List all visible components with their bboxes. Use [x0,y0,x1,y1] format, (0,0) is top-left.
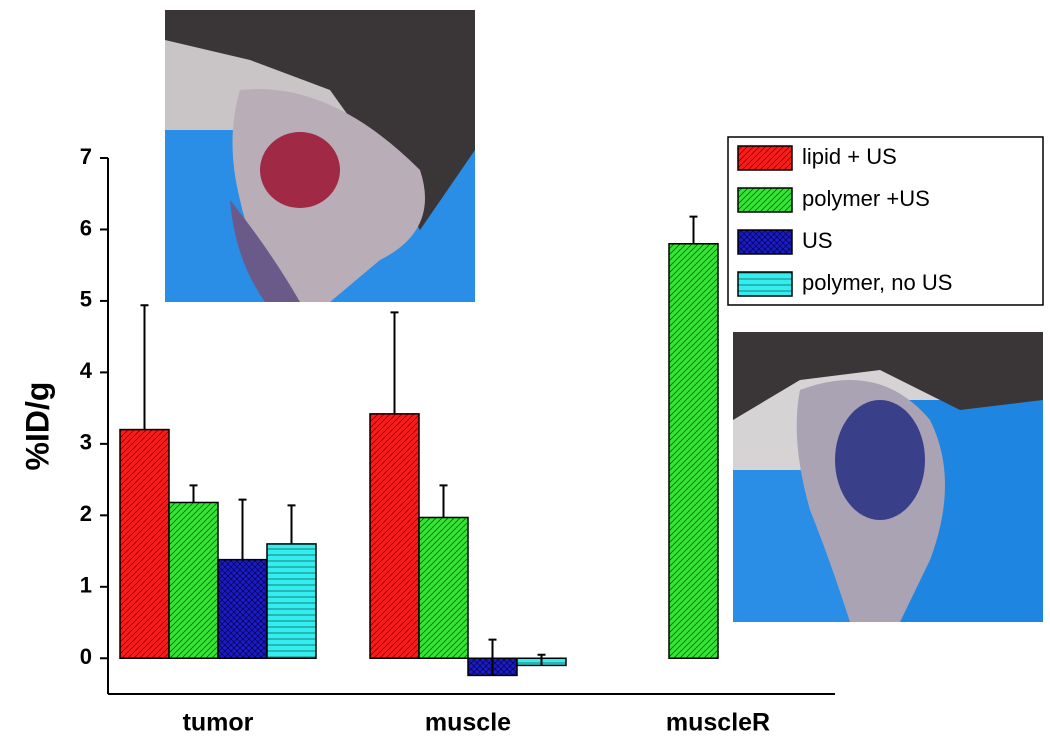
error-bar [238,498,247,560]
error-bar [287,504,296,544]
x-tick-label: muscleR [666,709,770,737]
y-tick-label: 6 [80,215,92,240]
x-tick-label: tumor [183,709,254,737]
error-bar [488,638,497,676]
x-tick-label: muscle [425,709,511,737]
y-tick-label: 0 [80,644,92,669]
error-bar [140,304,149,430]
legend-swatch [737,187,793,213]
error-bar [689,215,698,244]
bar [168,501,219,660]
bar [418,516,469,660]
y-tick-label: 5 [80,287,92,312]
error-bar [390,311,399,414]
y-axis-label: %ID/g [19,382,55,471]
error-bar [439,484,448,518]
y-tick-label: 7 [80,144,92,169]
legend-swatch [737,229,793,255]
legend-label: lipid + US [802,144,897,169]
bar [266,543,317,660]
photo-muscle [733,332,1043,622]
y-tick-label: 1 [80,573,92,598]
error-bar [189,484,198,503]
legend: lipid + US polymer +US US polymer, no US [727,136,1044,306]
bar [369,413,420,660]
legend-swatch [737,271,793,297]
legend-label: US [802,228,833,253]
legend-label: polymer, no US [802,270,952,295]
bar [119,428,170,660]
y-tick-label: 2 [80,501,92,526]
bar [217,558,268,660]
y-tick-label: 4 [80,358,93,383]
error-bar [537,653,546,666]
legend-label: polymer +US [802,186,930,211]
bar [668,243,719,660]
legend-swatch [737,145,793,171]
y-tick-label: 3 [80,430,92,455]
photo-tumor [165,10,475,302]
